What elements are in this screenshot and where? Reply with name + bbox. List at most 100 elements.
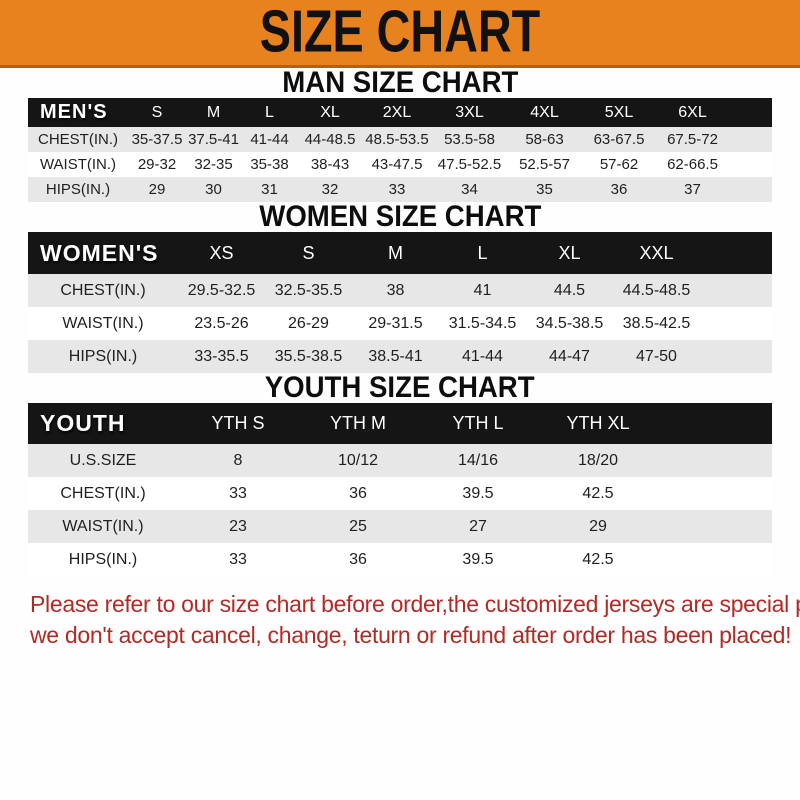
row-spacer [729, 127, 772, 152]
table-cell: 29.5-32.5 [187, 281, 256, 299]
table-cell: 36 [349, 484, 367, 502]
youth-size-table: YOUTH YTH S YTH M YTH L YTH XL U.S.SIZE 8 10/12… [0, 403, 800, 576]
column-header: XXL [639, 242, 674, 263]
table-cell: 23.5-26 [194, 314, 249, 332]
table-row: WAIST(IN.) 29-32 32-35 35-38 38-43 43-47.5 47.… [28, 152, 772, 177]
banner-title: SIZE CHART [259, 0, 541, 66]
row-spacer [700, 340, 772, 373]
table-cell: 38.5-41 [368, 347, 423, 365]
column-header: XS [209, 242, 234, 263]
header-spacer [700, 232, 772, 274]
row-label: U.S.SIZE [69, 451, 137, 469]
table-row: WAIST(IN.) 23.5-26 26-29 29-31.5 31.5-34.5 34… [28, 307, 772, 340]
men-header-row: MEN'S S M L XL 2XL 3XL 4XL 5XL 6XL [28, 98, 772, 127]
table-cell: 14/16 [457, 451, 499, 469]
men-header-label: MEN'S [40, 101, 108, 123]
youth-header-row: YOUTH YTH S YTH M YTH L YTH XL [28, 403, 772, 444]
row-label: WAIST(IN.) [39, 156, 117, 173]
row-label: HIPS(IN.) [68, 347, 138, 365]
youth-header-label: YOUTH [40, 410, 126, 436]
women-section-heading: WOMEN SIZE CHART [0, 202, 800, 232]
column-header: 2XL [382, 103, 412, 121]
table-cell: 67.5-72 [667, 131, 718, 148]
table-cell: 44-48.5 [304, 131, 356, 148]
row-label: WAIST(IN.) [62, 517, 144, 535]
size-chart-banner: SIZE CHART [0, 0, 800, 68]
table-row: CHEST(IN.) 35-37.5 37.5-41 41-44 44-48.5 48.5… [28, 127, 772, 152]
table-cell: 27 [469, 517, 487, 535]
column-header: 3XL [455, 103, 484, 121]
table-cell: 63-67.5 [593, 131, 645, 148]
table-cell: 30 [205, 181, 222, 198]
column-header: YTH S [211, 413, 265, 433]
women-header-row: WOMEN'S XS S M L XL XXL [28, 232, 772, 274]
table-cell: 10/12 [337, 451, 379, 469]
table-cell: 52.5-57 [519, 156, 570, 173]
table-cell: 38 [386, 281, 405, 299]
table-cell: 35 [536, 181, 553, 198]
table-cell: 29 [148, 181, 166, 198]
column-header: S [302, 242, 315, 263]
disclaimer-line-2: we don't accept cancel, change, teturn o… [30, 622, 792, 648]
table-cell: 37.5-41 [188, 131, 239, 148]
table-row: HIPS(IN.) 33-35.5 35.5-38.5 38.5-41 41-44 44-… [28, 340, 772, 373]
row-spacer [658, 543, 772, 576]
row-spacer [729, 152, 772, 177]
table-cell: 38.5-42.5 [622, 314, 691, 332]
column-header: XL [558, 242, 581, 263]
women-size-table: WOMEN'S XS S M L XL XXL CHEST(IN.) 29.5-32.5 32.5… [0, 232, 800, 373]
table-cell: 42.5 [582, 550, 614, 568]
table-cell: 42.5 [582, 484, 614, 502]
table-row: HIPS(IN.) 33 36 39.5 42.5 [28, 543, 772, 576]
table-cell: 33 [229, 484, 247, 502]
women-header-label: WOMEN'S [40, 239, 159, 266]
women-section-heading-text: WOMEN SIZE CHART [258, 200, 542, 233]
table-cell: 41 [473, 281, 492, 299]
table-cell: 34 [461, 181, 478, 198]
column-header: YTH XL [566, 413, 630, 433]
table-cell: 44.5 [553, 281, 586, 299]
men-section-heading: MAN SIZE CHART [0, 68, 800, 98]
table-cell: 36 [610, 181, 628, 198]
table-cell: 26-29 [288, 314, 329, 332]
column-header: YTH L [452, 413, 504, 433]
disclaimer-line-1: Please refer to our size chart before or… [30, 591, 800, 617]
men-size-table: MEN'S S M L XL 2XL 3XL 4XL 5XL 6XL CHEST(IN.) 35-37… [0, 98, 800, 202]
table-cell: 36 [349, 550, 367, 568]
table-cell: 32 [321, 181, 339, 198]
table-cell: 44.5-48.5 [622, 281, 691, 299]
table-cell: 8 [233, 451, 243, 469]
table-cell: 18/20 [577, 451, 619, 469]
youth-table-grid: YOUTH YTH S YTH M YTH L YTH XL U.S.SIZE 8 10/12… [28, 403, 772, 576]
men-section-heading-text: MAN SIZE CHART [281, 66, 519, 99]
table-cell: 25 [349, 517, 367, 535]
table-cell: 34.5-38.5 [535, 314, 604, 332]
column-header: XL [320, 103, 340, 121]
table-cell: 35-37.5 [131, 131, 183, 148]
youth-section-heading: YOUTH SIZE CHART [0, 373, 800, 403]
women-table-grid: WOMEN'S XS S M L XL XXL CHEST(IN.) 29.5-32.5 32.5… [28, 232, 772, 373]
men-table-grid: MEN'S S M L XL 2XL 3XL 4XL 5XL 6XL CHEST(IN.) 35-37… [28, 98, 772, 202]
table-cell: 39.5 [462, 484, 494, 502]
column-header: YTH M [330, 413, 386, 433]
table-row: CHEST(IN.) 29.5-32.5 32.5-35.5 38 41 44.5 44.5… [28, 274, 772, 307]
header-spacer [729, 98, 772, 127]
table-row: CHEST(IN.) 33 36 39.5 42.5 [28, 477, 772, 510]
table-cell: 39.5 [462, 550, 494, 568]
table-cell: 23 [229, 517, 247, 535]
column-header: 6XL [678, 103, 707, 121]
column-header: M [206, 103, 221, 121]
column-header: L [265, 103, 274, 121]
row-spacer [729, 177, 772, 202]
table-cell: 41-44 [250, 131, 289, 148]
row-spacer [658, 477, 772, 510]
table-row: U.S.SIZE 8 10/12 14/16 18/20 [28, 444, 772, 477]
column-header: 4XL [530, 103, 559, 121]
row-label: CHEST(IN.) [60, 484, 146, 502]
row-label: HIPS(IN.) [68, 550, 138, 568]
column-header: 5XL [604, 103, 634, 121]
table-cell: 48.5-53.5 [365, 131, 429, 148]
youth-section-heading-text: YOUTH SIZE CHART [265, 371, 535, 404]
disclaimer: Please refer to our size chart before or… [0, 589, 800, 651]
table-cell: 37 [684, 181, 701, 198]
